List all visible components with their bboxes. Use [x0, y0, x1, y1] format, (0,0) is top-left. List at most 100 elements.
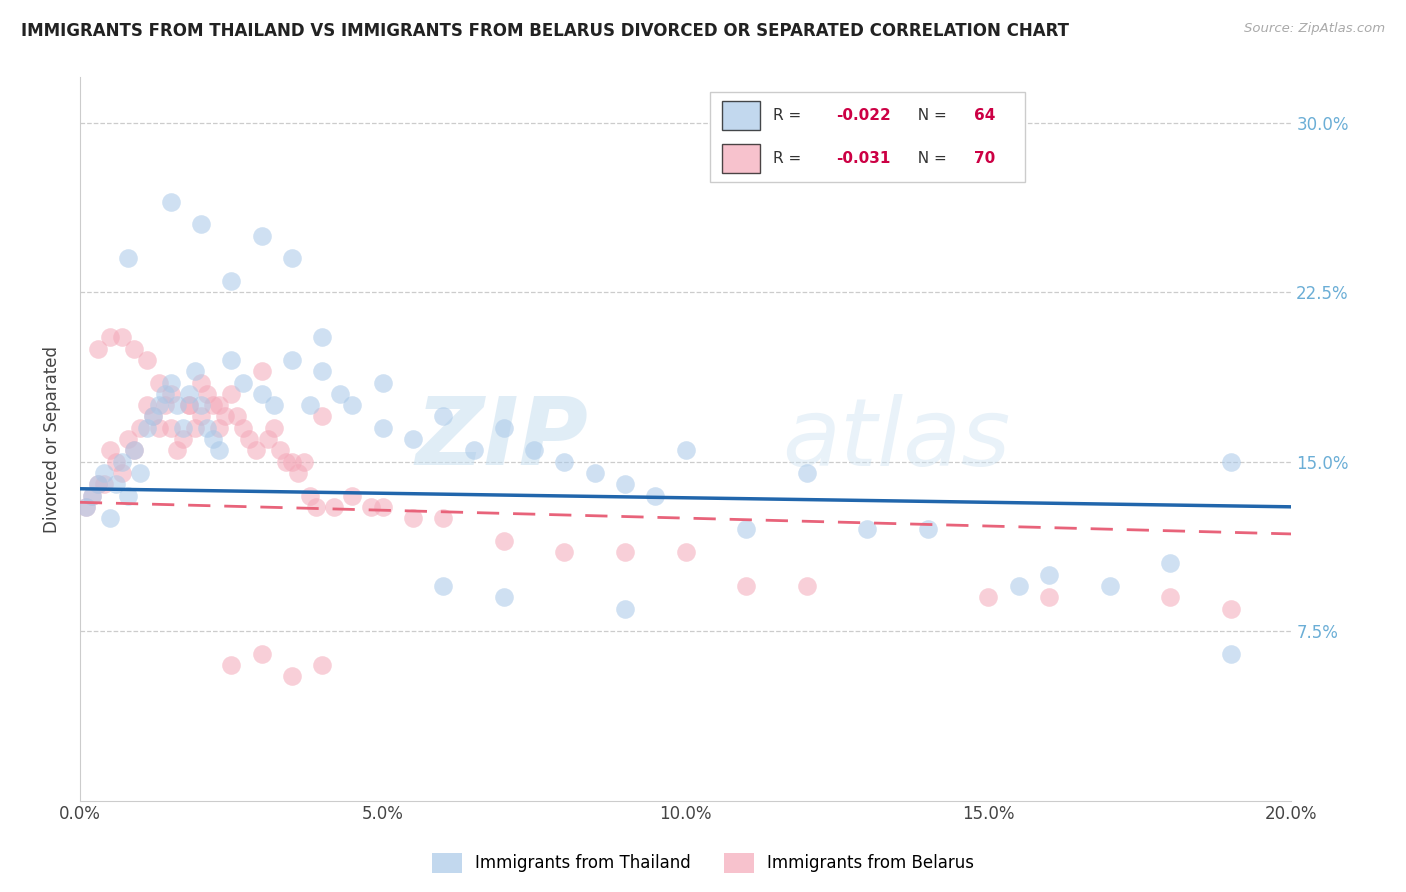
Point: [360, 500, 382, 514]
Point: [311, 364, 333, 378]
Point: [105, 477, 128, 491]
Point: [1098, 579, 1121, 593]
Point: [523, 443, 546, 458]
Point: [371, 500, 394, 514]
Point: [75, 500, 97, 514]
Point: [329, 387, 352, 401]
Point: [402, 511, 425, 525]
Point: [87, 477, 110, 491]
Point: [245, 443, 267, 458]
Point: [342, 398, 364, 412]
Point: [202, 432, 225, 446]
Point: [1219, 647, 1241, 661]
Point: [124, 443, 146, 458]
Point: [432, 579, 454, 593]
Point: [177, 398, 200, 412]
Point: [977, 591, 1000, 605]
Point: [735, 579, 758, 593]
Point: [553, 545, 575, 559]
Point: [117, 252, 139, 266]
Point: [232, 376, 254, 390]
Point: [172, 432, 194, 446]
Point: [98, 511, 121, 525]
Point: [105, 455, 128, 469]
Point: [281, 455, 304, 469]
Point: [135, 398, 157, 412]
Point: [250, 364, 273, 378]
Point: [98, 330, 121, 344]
Point: [111, 330, 134, 344]
Point: [250, 647, 273, 661]
Point: [402, 432, 425, 446]
Point: [208, 421, 231, 435]
Point: [221, 353, 243, 368]
Point: [195, 421, 218, 435]
Point: [124, 443, 146, 458]
Point: [190, 398, 212, 412]
Point: [614, 601, 637, 615]
Point: [492, 421, 515, 435]
Point: [117, 489, 139, 503]
Point: [250, 387, 273, 401]
Point: [111, 455, 134, 469]
Point: [148, 398, 170, 412]
Point: [117, 432, 139, 446]
Point: [202, 398, 225, 412]
Point: [153, 387, 176, 401]
Point: [221, 387, 243, 401]
Point: [796, 466, 818, 480]
Text: Source: ZipAtlas.com: Source: ZipAtlas.com: [1244, 22, 1385, 36]
Point: [142, 409, 165, 424]
Point: [177, 387, 200, 401]
Point: [124, 342, 146, 356]
Point: [256, 432, 278, 446]
Text: IMMIGRANTS FROM THAILAND VS IMMIGRANTS FROM BELARUS DIVORCED OR SEPARATED CORREL: IMMIGRANTS FROM THAILAND VS IMMIGRANTS F…: [21, 22, 1069, 40]
Point: [238, 432, 260, 446]
Legend: Immigrants from Thailand, Immigrants from Belarus: Immigrants from Thailand, Immigrants fro…: [425, 847, 981, 880]
Point: [159, 376, 181, 390]
Point: [263, 398, 285, 412]
Point: [148, 376, 170, 390]
Point: [159, 194, 181, 209]
Point: [1219, 601, 1241, 615]
Point: [263, 421, 285, 435]
Point: [614, 477, 637, 491]
Point: [856, 523, 879, 537]
Point: [342, 489, 364, 503]
Point: [75, 500, 97, 514]
Point: [142, 409, 165, 424]
Text: ZIP: ZIP: [416, 393, 589, 485]
Point: [80, 489, 103, 503]
Point: [190, 409, 212, 424]
Point: [1219, 455, 1241, 469]
Point: [281, 252, 304, 266]
Point: [87, 477, 110, 491]
Point: [1159, 557, 1181, 571]
Point: [98, 443, 121, 458]
Point: [1159, 591, 1181, 605]
Point: [583, 466, 606, 480]
Point: [371, 421, 394, 435]
Point: [129, 466, 152, 480]
Point: [553, 455, 575, 469]
Point: [135, 353, 157, 368]
Point: [644, 489, 666, 503]
Point: [675, 545, 697, 559]
Point: [281, 669, 304, 683]
Point: [614, 545, 637, 559]
Point: [1038, 567, 1060, 582]
Point: [214, 409, 236, 424]
Point: [463, 443, 485, 458]
Point: [172, 421, 194, 435]
Point: [93, 466, 115, 480]
Point: [796, 579, 818, 593]
Point: [232, 421, 254, 435]
Point: [177, 398, 200, 412]
Point: [93, 477, 115, 491]
Text: atlas: atlas: [783, 393, 1011, 484]
Point: [208, 443, 231, 458]
Point: [221, 658, 243, 673]
Point: [184, 421, 207, 435]
Point: [1008, 579, 1031, 593]
Point: [917, 523, 939, 537]
